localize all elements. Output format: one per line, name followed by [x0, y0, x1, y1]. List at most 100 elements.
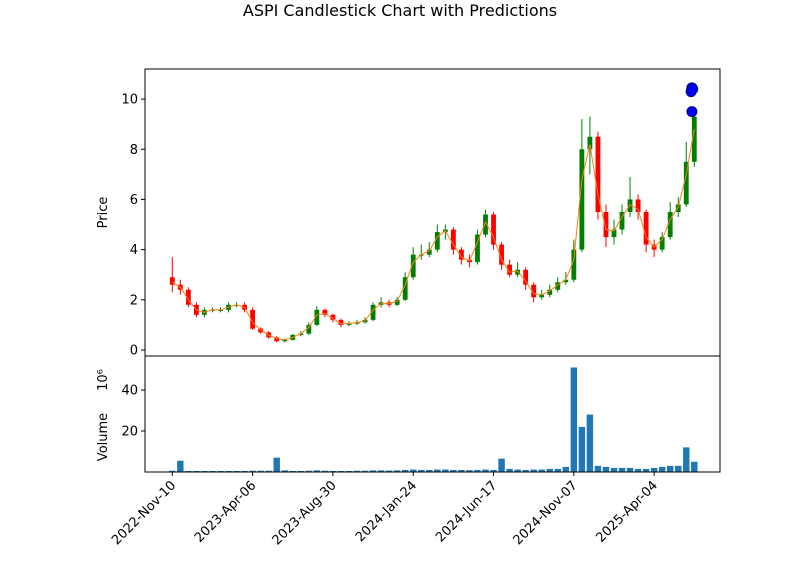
candle-body: [499, 244, 504, 265]
candle-body: [627, 199, 633, 212]
volume-bar: [241, 470, 248, 472]
candle-body: [595, 136, 601, 212]
plot-area: [169, 82, 699, 343]
volume-bar: [458, 469, 465, 472]
candle-body: [675, 204, 681, 212]
y-tick-label: 20: [121, 425, 138, 440]
volume-bar: [570, 367, 578, 472]
volume-bar: [185, 470, 192, 472]
candle-body: [282, 339, 288, 342]
volume-bar: [393, 470, 401, 472]
candle-body: [611, 229, 617, 238]
candle-body: [394, 299, 400, 305]
volume-bar: [498, 458, 505, 472]
candle-body: [210, 309, 215, 311]
candle-body: [314, 309, 320, 325]
volume-bar: [281, 470, 288, 472]
candle-body: [370, 304, 376, 320]
candle-body: [338, 319, 344, 325]
candle-body: [475, 234, 480, 263]
volume-bar: [666, 465, 674, 472]
y-tick-label: 0: [130, 343, 138, 358]
volume-bar: [217, 470, 224, 472]
prediction-point: [687, 83, 699, 95]
candle-body: [274, 337, 280, 342]
candle-body: [555, 282, 561, 290]
volume-bar: [297, 470, 305, 472]
volume-bar: [538, 469, 545, 472]
candle-body: [659, 237, 665, 250]
candle-body: [306, 324, 312, 334]
volume-bar: [522, 469, 529, 472]
candle-body: [571, 249, 577, 280]
volume-bar: [289, 470, 296, 472]
y-tick-label: 6: [130, 193, 138, 208]
candle-body: [402, 277, 408, 300]
y-axis-label: Volume: [96, 413, 111, 461]
candle-body: [218, 309, 223, 311]
volume-bar: [377, 470, 385, 472]
volume-bar: [345, 470, 353, 472]
candle-body: [523, 269, 529, 285]
volume-bar: [305, 470, 313, 472]
volume-bar: [691, 461, 698, 472]
candle-body: [459, 249, 464, 260]
candle-body: [185, 289, 191, 305]
volume-bar: [233, 470, 240, 472]
volume-bar: [169, 470, 176, 472]
candle-body: [491, 214, 496, 245]
candle-body: [563, 279, 569, 283]
volume-bar: [201, 470, 208, 472]
y-tick-label: 4: [130, 243, 138, 258]
volume-bar: [442, 469, 449, 472]
candle-body: [683, 161, 689, 205]
volume-bar: [361, 470, 369, 472]
candle-body: [635, 199, 641, 212]
candle-body: [330, 314, 336, 320]
volume-bar: [337, 470, 345, 472]
volume-bar: [410, 469, 417, 472]
volume-bar: [434, 469, 441, 472]
volume-bar: [626, 467, 634, 472]
volume-bar: [554, 468, 561, 472]
volume-bar: [683, 447, 690, 472]
candle-body: [667, 211, 673, 238]
volume-bar: [618, 467, 626, 472]
candle-body: [169, 277, 175, 285]
candle-body: [322, 309, 328, 315]
candle-body: [539, 294, 545, 298]
volume-bar: [385, 470, 393, 472]
candle-body: [603, 211, 609, 238]
volume-bar: [594, 465, 602, 472]
candle-body: [515, 269, 521, 275]
volume-bar: [675, 465, 682, 472]
volume-bar: [650, 467, 658, 472]
plot-area: [169, 367, 698, 472]
volume-bar: [482, 469, 489, 472]
volume-bar: [273, 457, 280, 472]
volume-bar: [257, 470, 264, 472]
prediction-point: [686, 106, 698, 118]
volume-bar: [265, 470, 272, 472]
volume-bar: [530, 469, 537, 472]
y-tick-label: 8: [130, 143, 138, 158]
volume-bar: [225, 470, 232, 472]
volume-bar: [634, 468, 642, 472]
candle-body: [507, 264, 513, 275]
volume-bar: [602, 466, 610, 472]
y-tick-label: 10: [121, 93, 138, 108]
volume-bar: [586, 414, 594, 472]
volume-bar: [466, 470, 473, 472]
candle-body: [579, 149, 585, 250]
volume-bar: [658, 466, 666, 472]
volume-bar: [353, 470, 361, 472]
volume-bar: [193, 470, 200, 472]
volume-bar: [321, 470, 329, 472]
candle-body: [450, 229, 456, 250]
candle-body: [258, 328, 264, 333]
volume-bar: [610, 467, 618, 472]
volume-bar: [313, 470, 321, 472]
volume-bar: [474, 469, 481, 472]
candle-body: [410, 254, 416, 278]
